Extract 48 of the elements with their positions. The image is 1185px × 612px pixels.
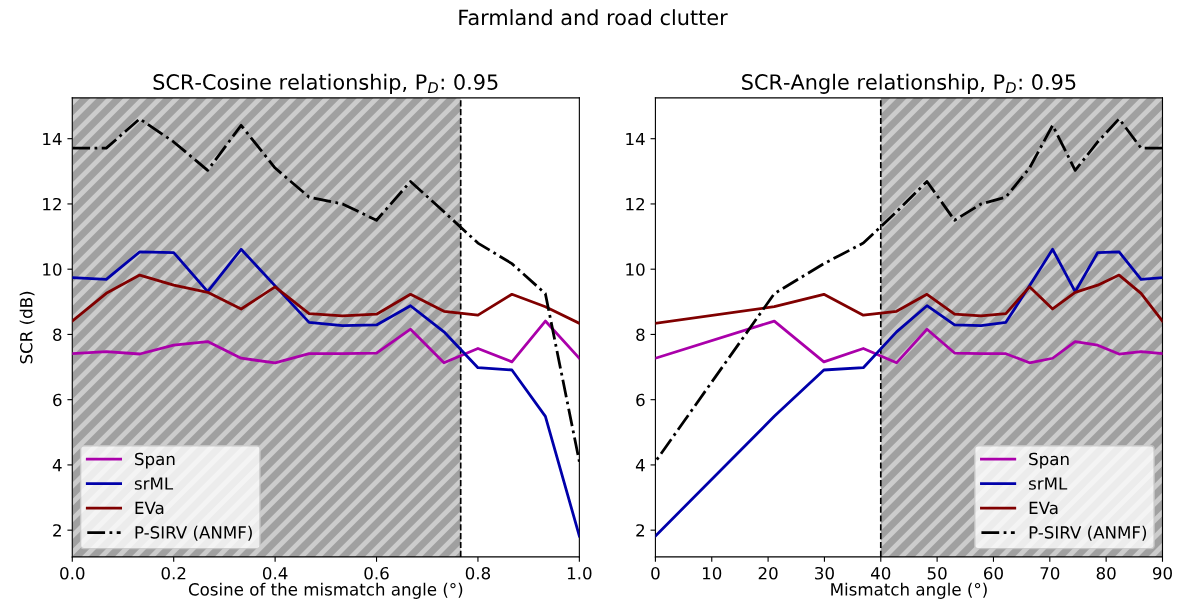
y-tick-label: 6 (53, 393, 62, 407)
y-tick-label: 2 (636, 524, 645, 537)
x-tick-label: 0.4 (262, 566, 288, 580)
x-tick-label: 20 (758, 566, 778, 580)
x-tick-label: 60 (984, 566, 1003, 580)
line-series (655, 273, 1163, 325)
legend-label: srML (1029, 477, 1068, 490)
y-tick-label: 4 (52, 459, 62, 472)
x-tick-label: 50 (927, 566, 947, 580)
x-tick-label: 0 (651, 566, 660, 580)
x-axis-title: Cosine of the mismatch angle (°) (188, 582, 463, 599)
y-tick-label: 12 (626, 197, 645, 211)
legend-label: EVa (1029, 501, 1058, 515)
x-tick-label: 10 (702, 566, 722, 580)
legend-label: P-SIRV (ANMF) (1029, 525, 1147, 541)
chart-title: SCR-Cosine relationship, P$_{D}$: 0.95 (153, 73, 498, 94)
x-tick-label: 0.0 (60, 566, 85, 580)
text: Farmland and road clutter (459, 9, 728, 26)
legend-label: EVa (135, 501, 164, 515)
y-tick-label: 8 (53, 328, 62, 341)
y-tick-label: 14 (43, 132, 62, 146)
y-axis-title: SCR (dB) (19, 291, 35, 364)
x-tick-label: 80 (1096, 566, 1116, 580)
x-tick-label: 0.2 (161, 566, 186, 580)
x-tick-label: 70 (1040, 566, 1060, 580)
y-tick-label: 2 (53, 524, 61, 537)
legend-label: P-SIRV (ANMF) (135, 525, 252, 541)
line-series (72, 319, 580, 365)
x-tick-label: 30 (815, 566, 834, 580)
y-tick-label: 4 (635, 459, 645, 472)
x-tick-label: 0.6 (364, 566, 389, 580)
line-series (655, 319, 1163, 365)
legend-label: srML (134, 477, 174, 490)
legend-label: Span (135, 452, 175, 469)
x-tick-label: 1.0 (567, 566, 592, 580)
y-tick-label: 12 (43, 197, 61, 211)
y-tick-label: 10 (626, 263, 645, 276)
line-series (72, 273, 580, 325)
x-axis-title: Mismatch angle (°) (831, 582, 987, 599)
x-tick-label: 40 (870, 566, 891, 580)
y-tick-label: 10 (43, 263, 62, 276)
chart-title: SCR-Angle relationship, P$_{D}$: 0.95 (742, 73, 1076, 94)
x-tick-label: 0.8 (465, 566, 491, 580)
x-tick-label: 90 (1152, 566, 1172, 580)
y-tick-label: 14 (626, 132, 645, 146)
y-tick-label: 6 (636, 393, 645, 407)
legend-label: Span (1029, 452, 1069, 469)
y-tick-label: 8 (636, 328, 645, 341)
